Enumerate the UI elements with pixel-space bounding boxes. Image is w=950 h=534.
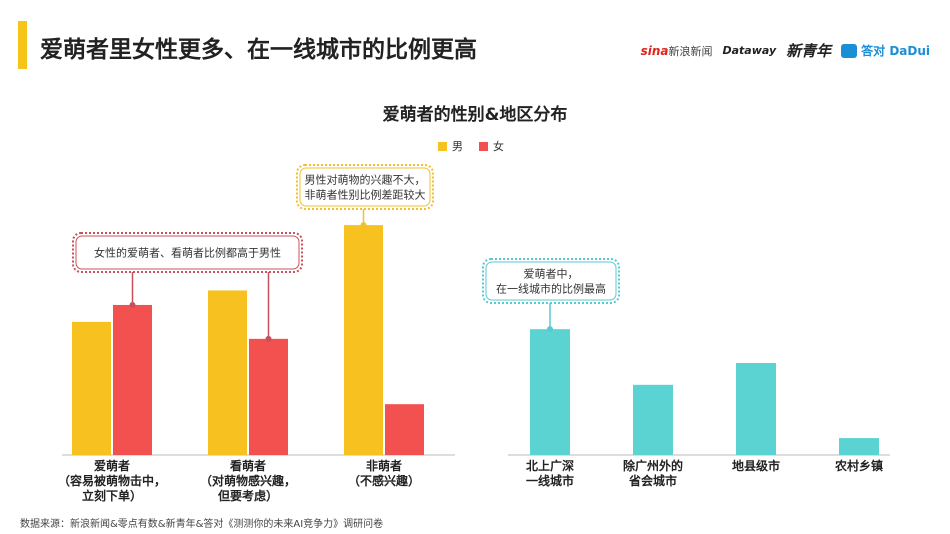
category-label-left-3-line-2: （不感兴趣）	[348, 473, 420, 488]
xinqingnian-logo: 新青年	[786, 42, 832, 60]
category-label-left-3-line-1: 非萌者	[366, 458, 402, 473]
category-label-right-3-line-1: 地县级市	[732, 458, 780, 473]
callout-male-low-interest-text-line-1: 男性对萌物的兴趣不大，	[305, 173, 426, 187]
category-label-left-2-line-1: 看萌者	[230, 458, 266, 473]
title-accent-bar	[18, 21, 27, 69]
dadui-logo-icon	[841, 43, 858, 58]
category-label-right-1-line-2: 一线城市	[526, 473, 574, 488]
bar-region-1	[530, 329, 570, 455]
sina-logo-cn: 新浪新闻	[668, 44, 713, 58]
callout-first-tier-text-line-2: 在一线城市的比例最高	[496, 282, 606, 296]
bar-female-3	[385, 404, 424, 455]
sina-logo: sina新浪新闻	[641, 43, 713, 59]
partner-logos: sina新浪新闻 Dataway 新青年 答对 DaDui	[641, 40, 930, 61]
category-label-right-1-line-1: 北上广深	[526, 458, 574, 473]
category-label-left-1-line-1: 爱萌者	[94, 458, 130, 473]
callout-male-low-interest-dot-1	[360, 222, 367, 229]
callout-female-higher-text-line-1: 女性的爱萌者、看萌者比例都高于男性	[94, 246, 281, 260]
callout-first-tier-frame-outer	[482, 258, 620, 304]
callout-first-tier-dot-1	[547, 326, 553, 333]
category-label-left-2-line-3: 但要考虑）	[217, 488, 278, 503]
callout-female-higher-dot-2	[265, 335, 272, 342]
bar-female-2	[249, 338, 288, 455]
legend-swatch-female	[479, 141, 488, 151]
category-label-left-2-line-2: （对萌物感兴趣，	[200, 473, 296, 488]
callout-male-low-interest-text-line-2: 非萌者性别比例差距较大	[305, 188, 426, 202]
callout-female-higher-box	[75, 235, 300, 270]
legend-item-male: 男	[438, 138, 463, 154]
legend-label-female: 女	[493, 140, 504, 153]
legend-swatch-male	[438, 141, 447, 151]
bar-male-1	[72, 321, 111, 455]
sina-logo-text: sina	[640, 43, 669, 58]
bar-region-3	[736, 363, 776, 455]
category-label-left-1-line-3: 立刻下单）	[82, 488, 142, 503]
category-label-right-2-line-2: 省会城市	[628, 473, 677, 488]
callout-first-tier-box	[485, 261, 617, 301]
bar-male-2	[208, 290, 247, 455]
dadui-logo: 答对 DaDui	[841, 42, 930, 59]
page-title: 爱萌者里女性更多、在一线城市的比例更高	[40, 37, 477, 63]
legend-label-male: 男	[452, 140, 463, 153]
chart-legend: 男 女	[438, 138, 504, 154]
bar-male-3	[344, 225, 383, 455]
callout-male-low-interest-frame-outer	[296, 164, 434, 210]
callout-female-higher-dot-1	[129, 301, 136, 308]
category-label-left-1-line-2: （容易被萌物击中，	[58, 473, 166, 488]
bar-region-2	[633, 384, 673, 455]
callout-first-tier-text-line-1: 爱萌者中，	[524, 267, 579, 281]
dadui-logo-text: 答对 DaDui	[861, 44, 930, 58]
callout-female-higher-frame-outer	[72, 232, 303, 273]
legend-item-female: 女	[479, 138, 504, 154]
bar-female-1	[113, 304, 152, 455]
category-label-right-4-line-1: 农村乡镇	[834, 458, 883, 473]
callout-male-low-interest-box	[299, 167, 431, 207]
chart-title: 爱萌者的性别&地区分布	[382, 105, 568, 125]
data-source-note: 数据来源：新浪新闻&零点有数&新青年&答对《测测你的未来AI竞争力》调研问卷	[20, 519, 384, 530]
bar-region-4	[839, 438, 879, 455]
dataway-logo: Dataway	[722, 44, 777, 57]
category-label-right-2-line-1: 除广州外的	[623, 458, 683, 473]
